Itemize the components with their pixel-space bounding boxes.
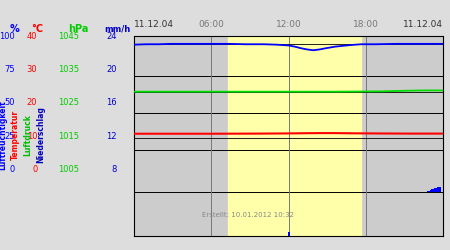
Text: 1035: 1035 bbox=[58, 65, 79, 74]
Text: 20: 20 bbox=[107, 65, 117, 74]
Text: 12:00: 12:00 bbox=[276, 20, 302, 29]
Bar bbox=[437, 187, 440, 192]
Text: 18:00: 18:00 bbox=[353, 20, 379, 29]
Bar bbox=[428, 190, 431, 192]
Text: 1025: 1025 bbox=[58, 98, 79, 108]
Text: °C: °C bbox=[32, 24, 43, 34]
Text: 11.12.04: 11.12.04 bbox=[134, 20, 174, 29]
Text: Temperatur: Temperatur bbox=[11, 110, 20, 160]
Text: 40: 40 bbox=[27, 32, 37, 41]
Text: 0: 0 bbox=[32, 165, 37, 174]
Text: 20: 20 bbox=[27, 98, 37, 108]
Text: Luftdruck: Luftdruck bbox=[23, 114, 32, 156]
Text: 1015: 1015 bbox=[58, 132, 79, 141]
Text: 24: 24 bbox=[107, 32, 117, 41]
Bar bbox=[229, 36, 361, 236]
Text: 75: 75 bbox=[4, 65, 15, 74]
Text: %: % bbox=[10, 24, 20, 34]
Text: Erstellt: 10.01.2012 10:32: Erstellt: 10.01.2012 10:32 bbox=[202, 212, 294, 218]
Text: 1005: 1005 bbox=[58, 165, 79, 174]
Text: 8: 8 bbox=[112, 165, 117, 174]
Bar bbox=[431, 190, 434, 192]
Text: Luftfeuchtigkeit: Luftfeuchtigkeit bbox=[0, 100, 7, 170]
Text: 06:00: 06:00 bbox=[198, 20, 225, 29]
Bar bbox=[439, 187, 441, 192]
Text: 16: 16 bbox=[106, 98, 117, 108]
Text: 10: 10 bbox=[27, 132, 37, 141]
Text: 100: 100 bbox=[0, 32, 15, 41]
Bar bbox=[427, 191, 429, 192]
Bar bbox=[430, 190, 432, 192]
Text: 1045: 1045 bbox=[58, 32, 79, 41]
Bar bbox=[436, 188, 438, 192]
Text: 50: 50 bbox=[4, 98, 15, 108]
Text: 12: 12 bbox=[107, 132, 117, 141]
Bar bbox=[433, 189, 435, 192]
Text: Niederschlag: Niederschlag bbox=[36, 106, 45, 164]
Text: 30: 30 bbox=[27, 65, 37, 74]
Text: mm/h: mm/h bbox=[104, 25, 130, 34]
Text: 0: 0 bbox=[9, 165, 15, 174]
Text: hPa: hPa bbox=[68, 24, 89, 34]
Text: 25: 25 bbox=[4, 132, 15, 141]
Bar bbox=[288, 232, 290, 236]
Text: 11.12.04: 11.12.04 bbox=[403, 20, 443, 29]
Bar bbox=[434, 188, 437, 192]
